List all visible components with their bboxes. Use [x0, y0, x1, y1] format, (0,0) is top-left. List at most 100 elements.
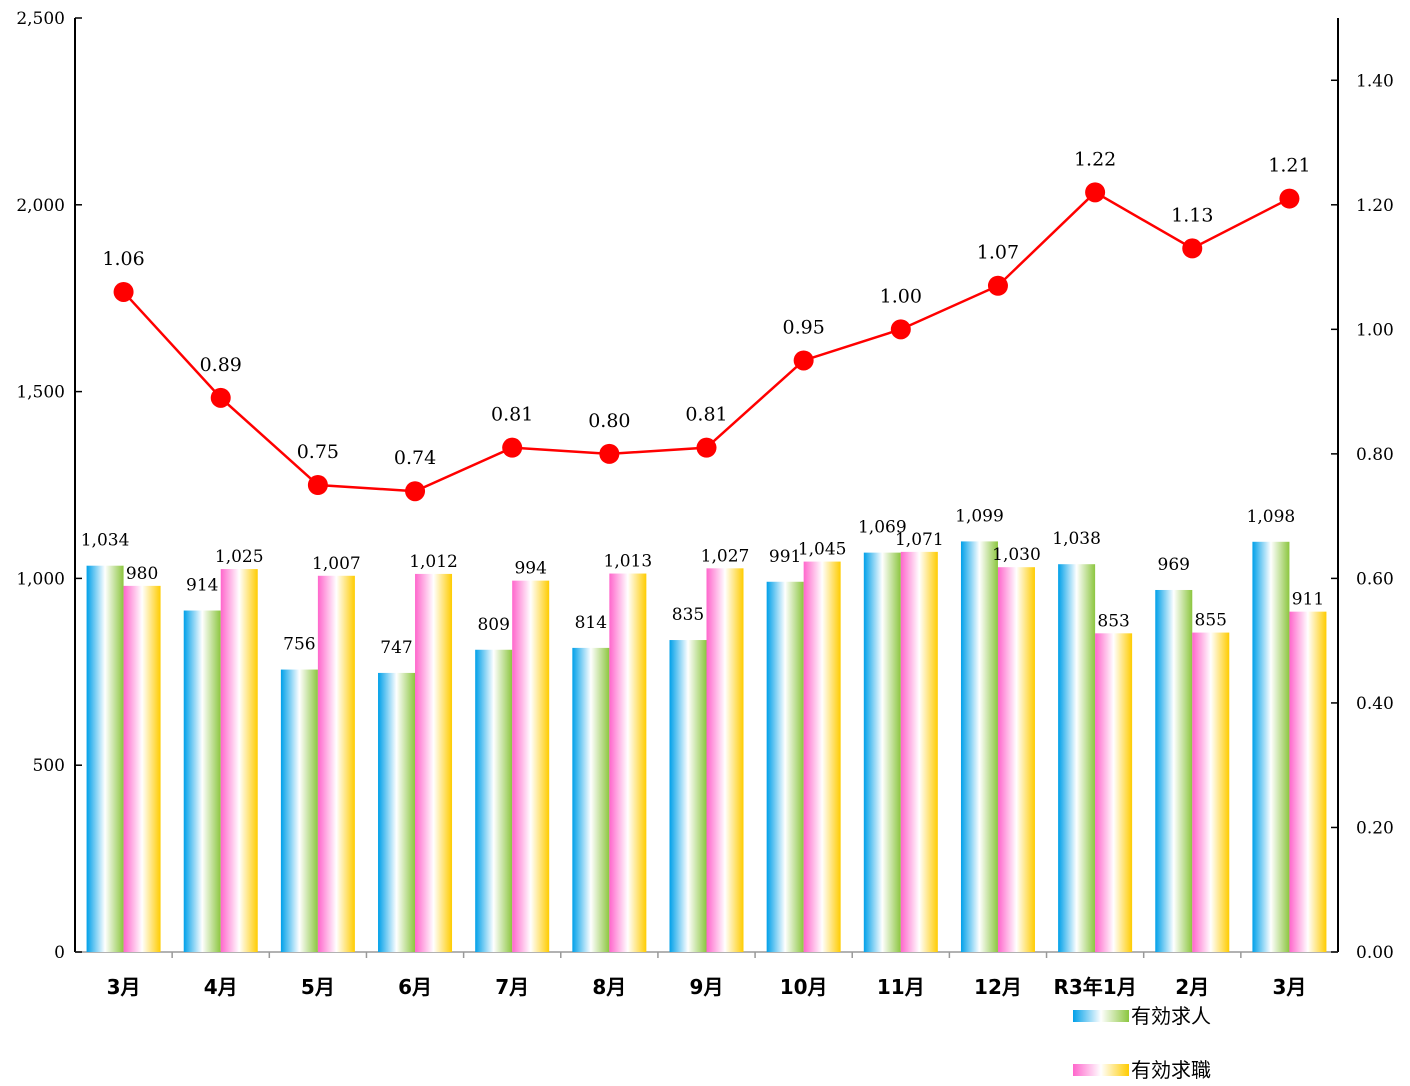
ratio-value-label: 1.07 — [977, 242, 1019, 264]
ratio-value-label: 0.81 — [685, 404, 727, 426]
bar-kyushoku — [1095, 633, 1133, 952]
ratio-value-label: 1.21 — [1268, 155, 1310, 177]
ratio-value-label: 0.74 — [394, 447, 436, 469]
bar-kyushoku — [220, 569, 258, 952]
legend-label: 有効求職 — [1131, 1058, 1211, 1082]
bar-value-label: 994 — [514, 559, 546, 579]
bar-kyujin — [960, 541, 998, 952]
category-label: 7月 — [495, 975, 529, 999]
y-right-tick-label: 0.20 — [1356, 818, 1394, 838]
bar-value-label: 1,034 — [81, 531, 130, 551]
category-label: 11月 — [877, 975, 925, 999]
legend-swatch — [1073, 1010, 1129, 1022]
y-right-tick-label: 0.80 — [1356, 445, 1394, 465]
bar-kyujin — [1252, 541, 1290, 952]
bar-kyujin — [378, 672, 416, 952]
bar-kyujin — [572, 647, 610, 952]
bars-layer — [86, 541, 1327, 952]
ratio-value-label: 1.22 — [1074, 148, 1116, 170]
ratio-value-label: 0.95 — [782, 316, 824, 338]
y-right-tick-label: 0.60 — [1356, 569, 1394, 589]
bar-value-label: 1,007 — [312, 554, 361, 574]
bar-kyushoku — [900, 551, 938, 952]
y-right-tick-label: 1.00 — [1356, 320, 1394, 340]
bar-kyujin — [1155, 589, 1193, 952]
bar-kyujin — [86, 565, 124, 952]
bar-kyujin — [863, 552, 901, 952]
category-label: 9月 — [690, 975, 724, 999]
bar-kyushoku — [609, 573, 647, 952]
ratio-value-label: 1.13 — [1171, 204, 1213, 226]
category-label: 4月 — [204, 975, 238, 999]
bar-kyushoku — [1289, 611, 1327, 952]
legend-label: 有効求人 — [1131, 1004, 1211, 1028]
ratio-point — [793, 350, 814, 371]
bar-value-label: 1,045 — [798, 540, 847, 560]
ratio-point — [1279, 188, 1300, 209]
ratio-value-label: 0.75 — [297, 441, 339, 463]
bar-value-label: 969 — [1158, 555, 1190, 575]
ratio-value-label: 1.06 — [102, 248, 144, 270]
bar-value-label: 1,098 — [1247, 507, 1296, 527]
bar-value-label: 756 — [283, 635, 315, 655]
ratio-point — [1182, 238, 1203, 259]
ratio-value-label: 0.80 — [588, 410, 630, 432]
bar-value-label: 991 — [769, 547, 801, 567]
bar-kyushoku — [997, 567, 1035, 952]
bar-value-label: 1,030 — [992, 545, 1041, 565]
category-label: 8月 — [592, 975, 626, 999]
bar-value-label: 914 — [186, 576, 218, 596]
bar-labels-layer: 1,034 980 914 1,025 756 1,007 747 1,012 809 994 81… — [81, 506, 1324, 658]
bar-value-label: 853 — [1097, 611, 1129, 631]
bar-value-label: 855 — [1195, 611, 1227, 631]
bar-kyujin — [475, 649, 513, 952]
ratio-point — [405, 481, 426, 502]
ratio-point — [599, 443, 620, 464]
bar-kyujin — [669, 640, 707, 952]
bar-kyushoku — [1192, 632, 1230, 952]
category-label: 12月 — [974, 975, 1022, 999]
ratio-value-label: 0.81 — [491, 404, 533, 426]
ratio-point — [890, 319, 911, 340]
bar-kyushoku — [706, 568, 744, 952]
category-label: 2月 — [1175, 975, 1209, 999]
bar-value-label: 1,013 — [604, 552, 653, 572]
y-left-tick-label: 500 — [33, 756, 65, 776]
y-right-tick-label: 1.40 — [1356, 71, 1394, 91]
ratio-point — [210, 387, 231, 408]
ratio-point — [1085, 182, 1106, 203]
ratio-point — [307, 475, 328, 495]
bar-value-label: 1,027 — [701, 546, 750, 566]
category-label: 6月 — [398, 975, 432, 999]
y-left-tick-label: 2,000 — [16, 196, 65, 216]
axes: 0 500 1,000 1,500 2,000 2,500 0.00 0.20 0.40 0.60… — [16, 9, 1394, 963]
bar-value-label: 814 — [575, 613, 607, 633]
ratio-point — [696, 437, 717, 458]
ratio-value-label: 1.00 — [880, 285, 922, 307]
bar-kyushoku — [317, 575, 355, 952]
bar-value-label: 1,038 — [1052, 529, 1101, 549]
bar-value-label: 1,099 — [955, 506, 1004, 526]
y-left-tick-label: 1,000 — [16, 569, 65, 589]
bar-value-label: 809 — [477, 615, 509, 635]
y-left-tick-label: 2,500 — [16, 9, 65, 29]
bar-kyushoku — [415, 573, 453, 952]
category-label: 3月 — [107, 975, 141, 999]
bar-value-label: 1,025 — [215, 547, 264, 567]
y-left-tick-label: 0 — [54, 943, 65, 963]
bar-value-label: 911 — [1292, 590, 1324, 610]
y-right-tick-label: 0.00 — [1356, 943, 1394, 963]
category-label: 5月 — [301, 975, 335, 999]
legend-swatch — [1073, 1064, 1129, 1076]
bar-kyushoku — [123, 585, 161, 952]
bar-kyujin — [183, 610, 221, 952]
y-right-tick-label: 1.20 — [1356, 196, 1394, 216]
category-label: R3年1月 — [1053, 975, 1136, 999]
y-left-tick-label: 1,500 — [16, 383, 65, 403]
ratio-point — [113, 281, 134, 302]
category-label: 3月 — [1272, 975, 1306, 999]
bar-value-label: 980 — [126, 564, 158, 584]
y-right-tick-label: 0.40 — [1356, 694, 1394, 714]
bar-kyushoku — [512, 580, 550, 952]
